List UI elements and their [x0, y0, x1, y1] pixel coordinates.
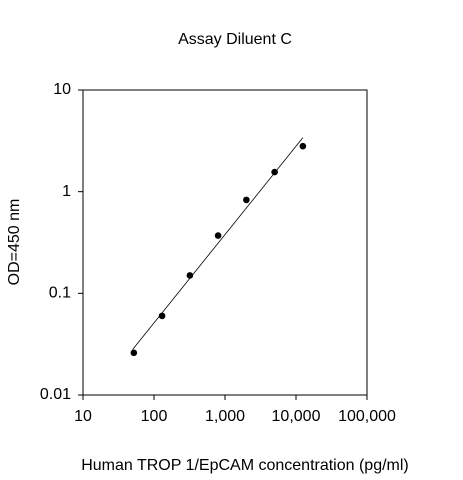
data-point — [243, 196, 250, 204]
y-tick-label: 0.1 — [49, 285, 71, 302]
x-tick-label: 100,000 — [338, 408, 396, 425]
x-tick-label: 1,000 — [205, 408, 245, 425]
data-point — [186, 272, 194, 279]
y-tick-label: 0.01 — [40, 386, 71, 403]
x-tick-label: 10,000 — [272, 408, 321, 425]
y-axis-label: OD=450 nm — [6, 199, 23, 286]
data-point — [130, 349, 138, 357]
data-point — [299, 142, 307, 150]
fit-line — [132, 137, 304, 350]
plot-frame — [82, 89, 368, 396]
y-tick-label: 1 — [62, 183, 71, 200]
x-tick-label: 100 — [141, 408, 168, 425]
y-tick-label: 10 — [53, 81, 71, 98]
data-point — [214, 232, 222, 239]
x-tick-label: 10 — [74, 408, 92, 425]
x-axis-label: Human TROP 1/EpCAM concentration (pg/ml) — [81, 457, 409, 474]
chart-title: Assay Diluent C — [178, 31, 292, 48]
data-point — [158, 312, 166, 320]
data-point — [271, 168, 278, 176]
